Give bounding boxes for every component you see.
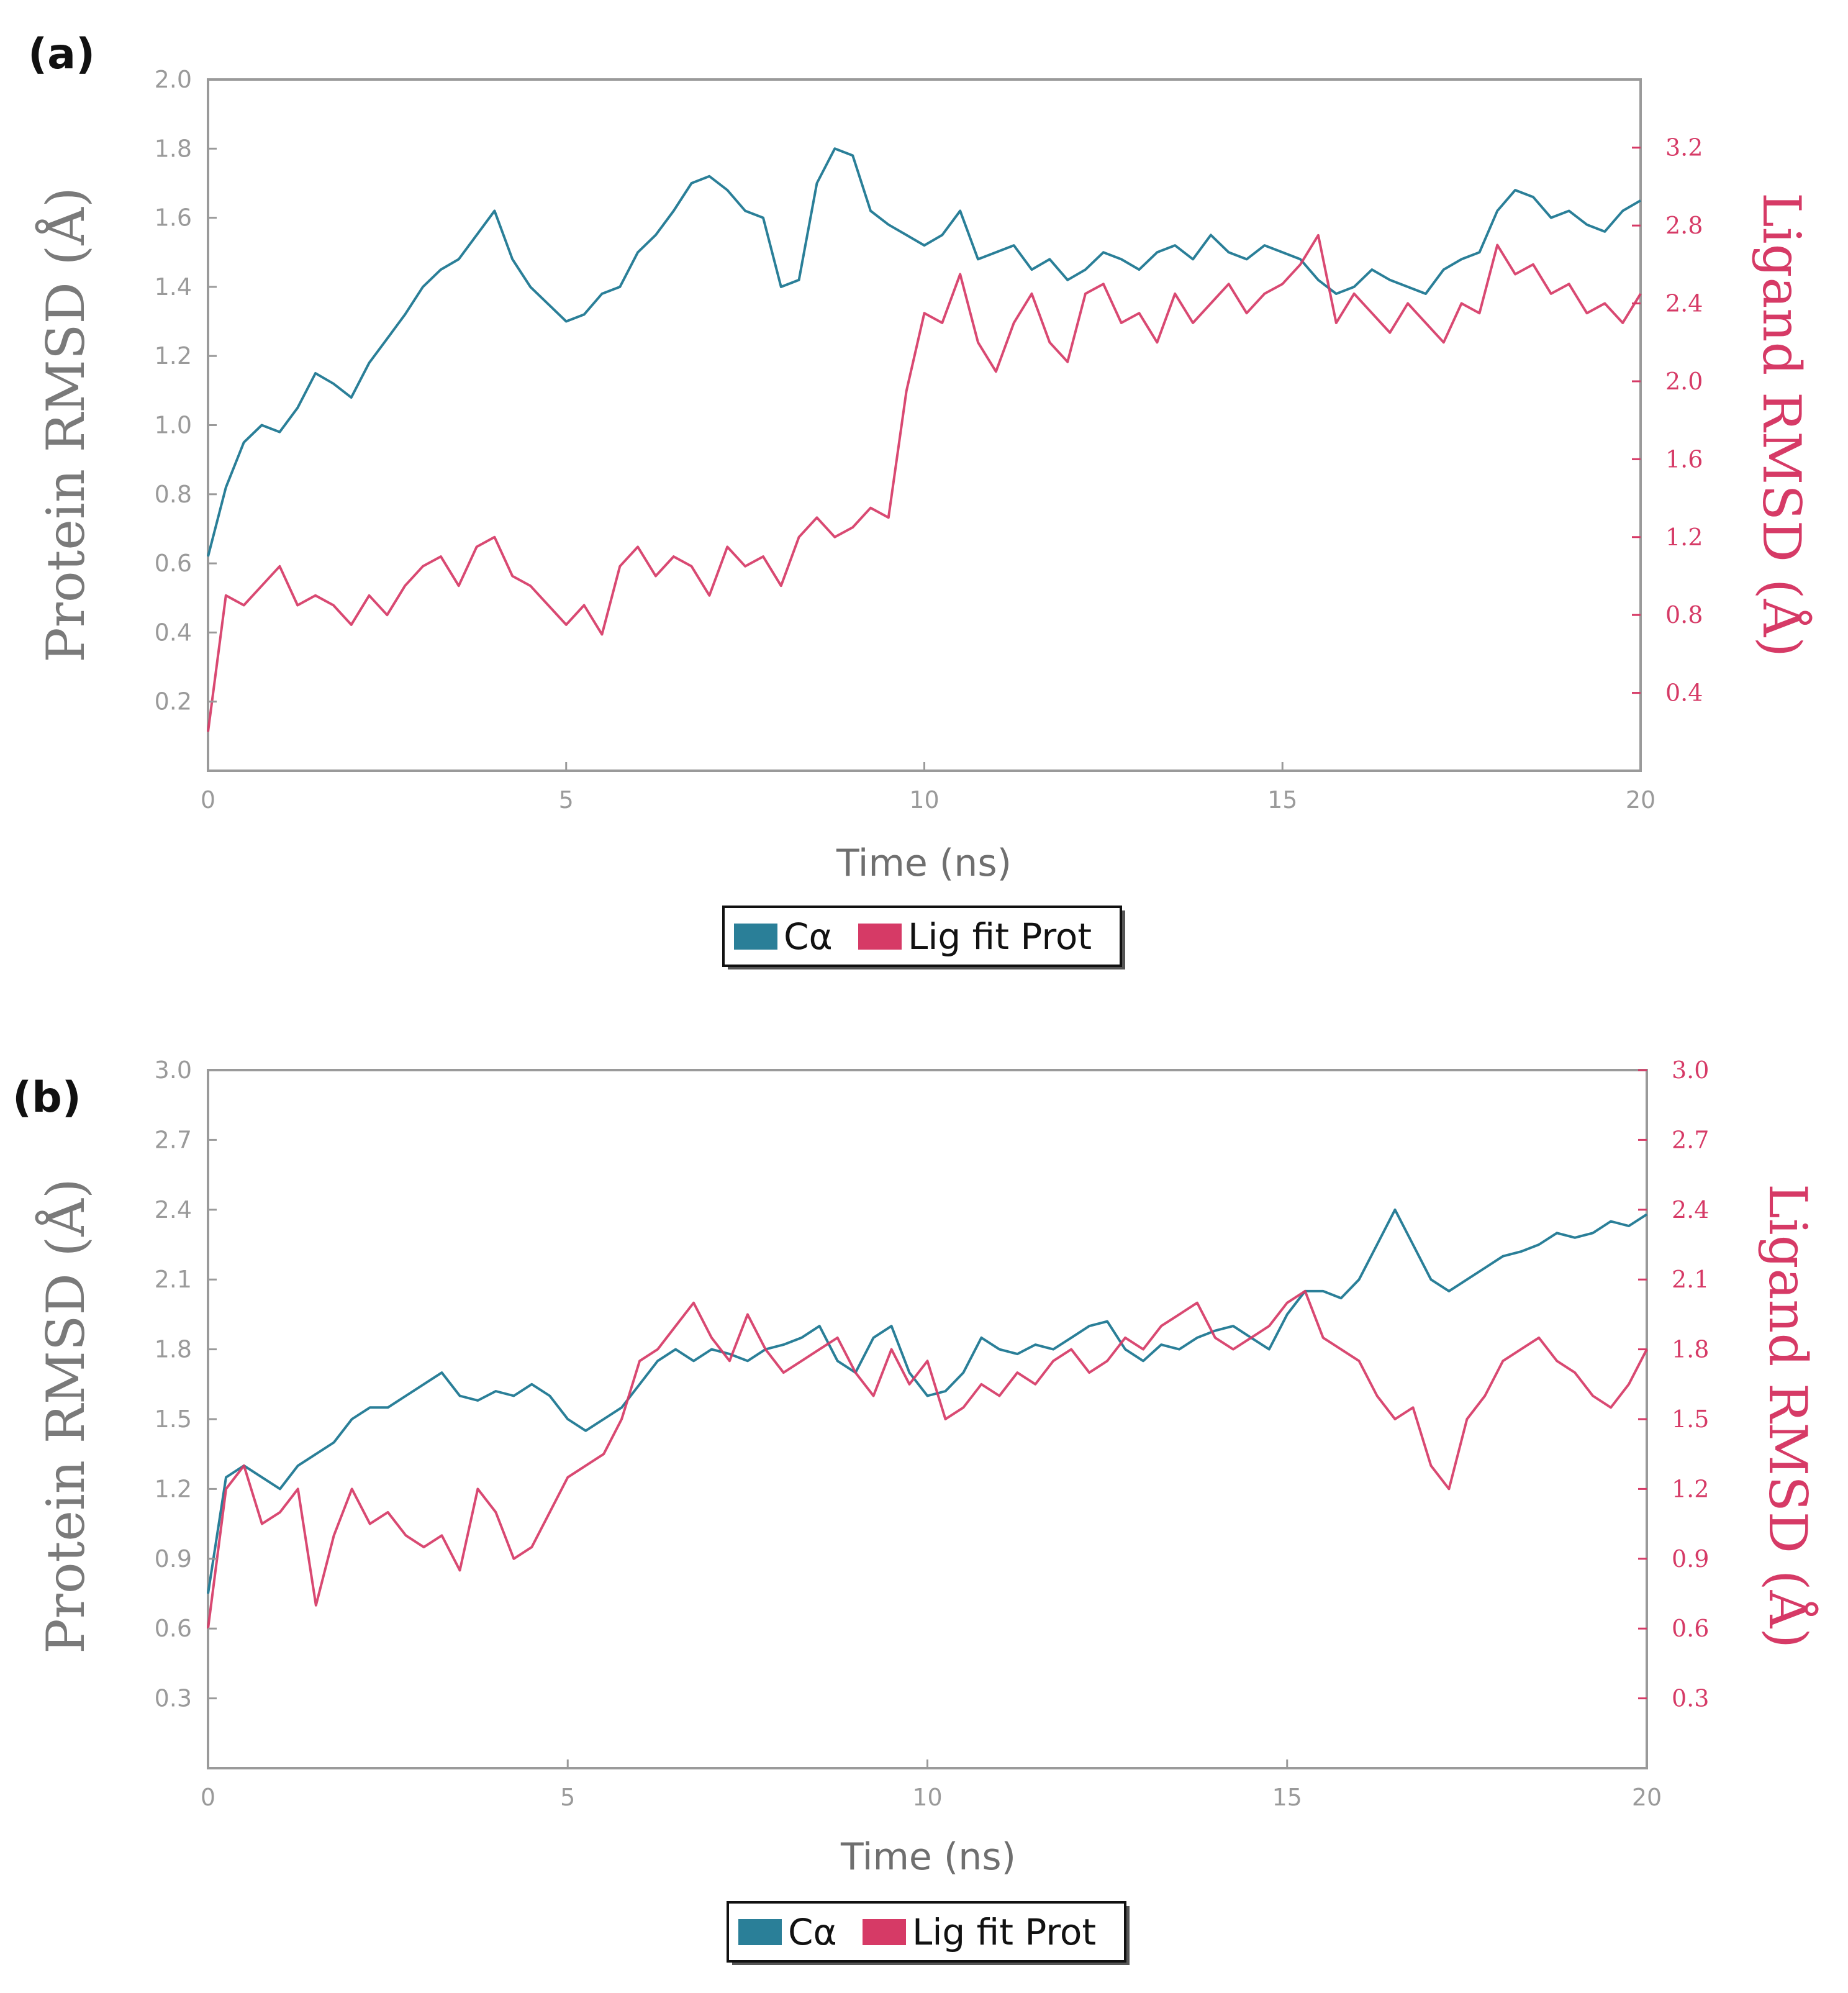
series-line-lig-fit-prot bbox=[207, 1289, 1648, 1629]
x-tick-label: 20 bbox=[1626, 786, 1656, 814]
y-left-tick-label: 1.8 bbox=[155, 135, 192, 162]
panel-a-xlabel: Time (ns) bbox=[836, 842, 1012, 885]
panel-a-legend-swatch-ca bbox=[734, 924, 777, 950]
x-tick-label: 5 bbox=[560, 1784, 575, 1811]
y-right-tick-label: 2.1 bbox=[1672, 1266, 1709, 1293]
y-left-tick-label: 1.2 bbox=[155, 342, 192, 370]
y-right-tick-label: 1.5 bbox=[1672, 1405, 1709, 1433]
y-right-tick-label: 0.3 bbox=[1672, 1685, 1709, 1712]
panel-b-legend-label-lig: Lig fit Prot bbox=[912, 1911, 1096, 1953]
panel-b-legend-swatch-lig bbox=[863, 1919, 906, 1945]
y-right-tick-label: 2.7 bbox=[1672, 1126, 1709, 1153]
y-right-tick-label: 2.4 bbox=[1665, 290, 1703, 317]
panel-a: (a) 0 5 10 15 20 0.2 0.4 0.6 0.8 1.0 1.2 1.4 1.6 1.8 2… bbox=[28, 30, 1813, 969]
panel-a-plot-frame bbox=[207, 78, 1642, 772]
panel-a-series bbox=[207, 147, 1642, 732]
y-right-tick-label: 1.2 bbox=[1672, 1475, 1709, 1502]
y-left-tick-label: 0.8 bbox=[155, 481, 192, 508]
x-tick-label: 0 bbox=[201, 786, 215, 814]
y-left-tick-label: 0.6 bbox=[155, 550, 192, 577]
panel-a-ylabel-right: Ligand RMSD (Å) bbox=[1751, 193, 1813, 657]
y-left-tick-label: 2.4 bbox=[155, 1196, 192, 1223]
y-right-tick-label: 0.8 bbox=[1665, 601, 1703, 629]
y-left-tick-label: 0.6 bbox=[155, 1615, 192, 1642]
y-left-tick-label: 1.0 bbox=[155, 412, 192, 439]
panel-b-legend-label-ca: Cα bbox=[788, 1911, 837, 1953]
panel-b-xlabel: Time (ns) bbox=[840, 1835, 1016, 1879]
panel-b-legend-swatch-ca bbox=[738, 1919, 782, 1945]
x-tick-label: 10 bbox=[912, 1784, 942, 1811]
y-left-tick-label: 2.0 bbox=[155, 66, 192, 93]
series-line-lig-fit-prot bbox=[207, 234, 1642, 732]
panel-a-label: (a) bbox=[28, 30, 95, 79]
x-tick-label: 0 bbox=[201, 1784, 215, 1811]
y-right-tick-label: 0.6 bbox=[1672, 1615, 1709, 1642]
series-line-ca bbox=[207, 1208, 1648, 1594]
y-left-tick-label: 0.9 bbox=[155, 1545, 192, 1573]
y-left-tick-label: 2.1 bbox=[155, 1266, 192, 1293]
y-left-tick-label: 0.3 bbox=[155, 1685, 192, 1712]
y-right-tick-label: 1.6 bbox=[1665, 445, 1703, 473]
x-tick-label: 15 bbox=[1272, 1784, 1302, 1811]
panel-b-legend-box bbox=[727, 1901, 1126, 1963]
y-left-tick-label: 1.6 bbox=[155, 204, 192, 232]
x-tick-label: 5 bbox=[559, 786, 574, 814]
y-left-tick-label: 0.2 bbox=[155, 688, 192, 715]
y-left-tick-label: 1.4 bbox=[155, 273, 192, 301]
panel-b-ylabel-left: Protein RMSD (Å) bbox=[35, 1178, 96, 1653]
panel-b-plot-frame bbox=[207, 1069, 1648, 1769]
panel-b-ylabel-right: Ligand RMSD (Å) bbox=[1757, 1184, 1819, 1648]
panel-b: (b) 0 5 10 15 20 0.3 0.6 0.9 1.2 1.5 1.8 2.1 2.4 2.7 3… bbox=[12, 1056, 1819, 1965]
y-right-tick-label: 2.4 bbox=[1672, 1196, 1709, 1223]
y-right-tick-label: 2.8 bbox=[1665, 212, 1703, 239]
y-left-tick-label: 1.8 bbox=[155, 1336, 192, 1363]
panel-a-legend: Cα Lig fit Prot bbox=[722, 906, 1125, 969]
panel-a-legend-label-ca: Cα bbox=[784, 915, 833, 958]
y-right-tick-label: 1.2 bbox=[1665, 524, 1703, 551]
y-left-tick-label: 1.5 bbox=[155, 1405, 192, 1433]
y-right-tick-label: 1.8 bbox=[1672, 1336, 1709, 1363]
y-left-tick-label: 3.0 bbox=[155, 1056, 192, 1084]
x-tick-label: 20 bbox=[1632, 1784, 1662, 1811]
y-right-tick-label: 0.4 bbox=[1665, 679, 1703, 707]
y-left-tick-label: 0.4 bbox=[155, 619, 192, 646]
y-left-tick-label: 1.2 bbox=[155, 1475, 192, 1502]
y-right-tick-label: 3.0 bbox=[1672, 1056, 1709, 1084]
x-tick-label: 15 bbox=[1267, 786, 1297, 814]
series-line-ca bbox=[207, 147, 1642, 557]
panel-a-legend-swatch-lig bbox=[858, 924, 902, 950]
panel-a-legend-box bbox=[722, 906, 1122, 967]
panel-a-ylabel-left: Protein RMSD (Å) bbox=[35, 187, 96, 662]
panel-b-ticks: 0 5 10 15 20 0.3 0.6 0.9 1.2 1.5 1.8 2.1 2.4 2.7 3.0 0.… bbox=[155, 1056, 1710, 1811]
y-right-tick-label: 2.0 bbox=[1665, 368, 1703, 395]
panel-a-legend-label-lig: Lig fit Prot bbox=[908, 915, 1092, 958]
y-right-tick-label: 3.2 bbox=[1665, 134, 1703, 161]
x-tick-label: 10 bbox=[909, 786, 939, 814]
panel-a-ticks: 0 5 10 15 20 0.2 0.4 0.6 0.8 1.0 1.2 1.4 1.6 1.8 2.0 0.… bbox=[155, 66, 1703, 814]
y-right-tick-label: 0.9 bbox=[1672, 1545, 1709, 1573]
panel-b-series bbox=[207, 1208, 1648, 1629]
panel-b-legend: Cα Lig fit Prot bbox=[727, 1901, 1130, 1965]
panel-b-label: (b) bbox=[12, 1073, 81, 1122]
y-left-tick-label: 2.7 bbox=[155, 1126, 192, 1153]
